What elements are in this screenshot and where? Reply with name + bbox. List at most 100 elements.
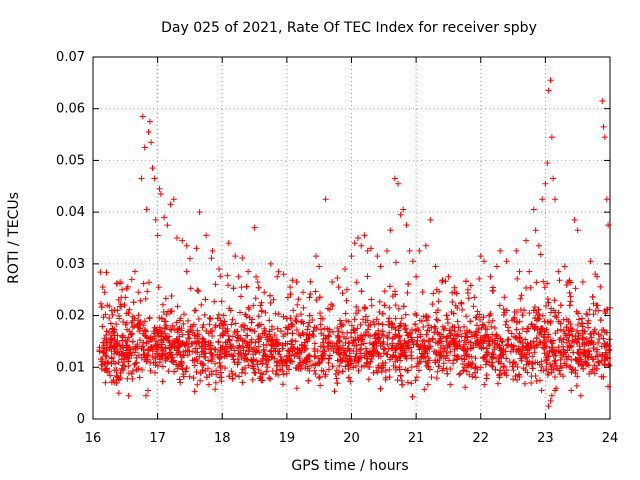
data-point	[317, 321, 324, 328]
data-point	[520, 307, 527, 314]
data-point	[300, 289, 307, 296]
data-point	[481, 337, 488, 344]
data-point	[272, 310, 279, 317]
data-point	[312, 288, 319, 295]
data-point	[345, 318, 352, 325]
data-point	[526, 268, 533, 275]
data-point	[125, 370, 132, 377]
data-points	[96, 77, 613, 410]
data-point	[362, 313, 369, 320]
data-point	[318, 330, 325, 337]
data-point	[404, 289, 411, 296]
data-point	[457, 370, 464, 377]
data-point	[398, 315, 405, 322]
data-point	[517, 295, 524, 302]
data-point	[119, 362, 126, 369]
data-point	[225, 240, 232, 247]
data-point	[458, 355, 465, 362]
data-point	[267, 375, 274, 382]
data-point	[282, 340, 289, 347]
data-point	[426, 366, 433, 373]
data-point	[225, 332, 232, 339]
data-point	[318, 367, 325, 374]
data-point	[268, 347, 275, 354]
data-point	[174, 235, 181, 241]
data-point	[413, 273, 420, 280]
data-point	[297, 311, 304, 318]
data-point	[188, 340, 195, 347]
data-point	[135, 312, 142, 319]
data-point	[371, 321, 378, 328]
data-point	[255, 284, 262, 291]
data-point	[174, 303, 181, 310]
data-point	[384, 351, 391, 358]
data-point	[500, 346, 507, 353]
data-point	[606, 362, 613, 369]
data-point	[225, 351, 232, 358]
data-point	[245, 304, 252, 311]
data-point	[394, 376, 401, 383]
data-point	[250, 356, 257, 363]
data-point	[174, 365, 181, 372]
data-point	[145, 279, 152, 286]
data-point	[358, 242, 365, 249]
data-point	[120, 318, 127, 325]
data-point	[490, 351, 497, 358]
data-point	[529, 353, 536, 360]
data-point	[363, 360, 370, 367]
data-point	[185, 328, 192, 335]
data-point	[216, 374, 223, 381]
data-point	[305, 377, 312, 384]
data-point	[176, 317, 183, 324]
y-axis-ticks: 0 0.01 0.02 0.03 0.04 0.05 0.06 0.07	[56, 50, 610, 427]
data-point	[532, 373, 539, 380]
data-point	[161, 325, 168, 332]
data-point	[329, 278, 336, 285]
data-point	[541, 284, 548, 291]
data-point	[412, 310, 419, 317]
data-point	[230, 285, 237, 292]
data-point	[199, 335, 206, 342]
data-point	[417, 358, 424, 365]
data-point	[380, 346, 387, 353]
data-point	[159, 363, 166, 370]
data-point	[237, 293, 244, 300]
data-point	[353, 303, 360, 310]
data-point	[358, 288, 365, 295]
data-point	[520, 344, 527, 351]
data-point	[167, 308, 174, 315]
data-point	[175, 349, 182, 356]
data-point	[496, 371, 503, 378]
data-point	[581, 328, 588, 335]
data-point	[467, 329, 474, 336]
data-point	[295, 331, 302, 338]
data-point	[114, 348, 121, 355]
data-point	[97, 269, 104, 276]
data-point	[515, 347, 522, 354]
data-point	[149, 165, 156, 172]
data-point	[425, 338, 432, 345]
data-point	[255, 333, 262, 340]
data-point	[125, 358, 132, 365]
x-tick-label: 18	[214, 431, 231, 446]
data-point	[197, 377, 204, 384]
data-point	[215, 339, 222, 346]
data-point	[465, 360, 472, 367]
data-point	[251, 345, 258, 352]
data-point	[336, 338, 343, 345]
data-point	[416, 346, 423, 353]
data-point	[395, 180, 402, 187]
data-point	[463, 368, 470, 375]
data-point	[449, 298, 456, 305]
data-point	[107, 341, 114, 348]
data-point	[326, 355, 333, 362]
data-point	[544, 296, 551, 303]
data-point	[138, 354, 145, 361]
data-point	[365, 332, 372, 339]
x-tick-label: 23	[537, 431, 554, 446]
data-point	[562, 332, 569, 339]
data-point	[345, 374, 352, 381]
data-point	[107, 335, 114, 342]
data-point	[152, 359, 159, 366]
data-point	[220, 312, 227, 319]
